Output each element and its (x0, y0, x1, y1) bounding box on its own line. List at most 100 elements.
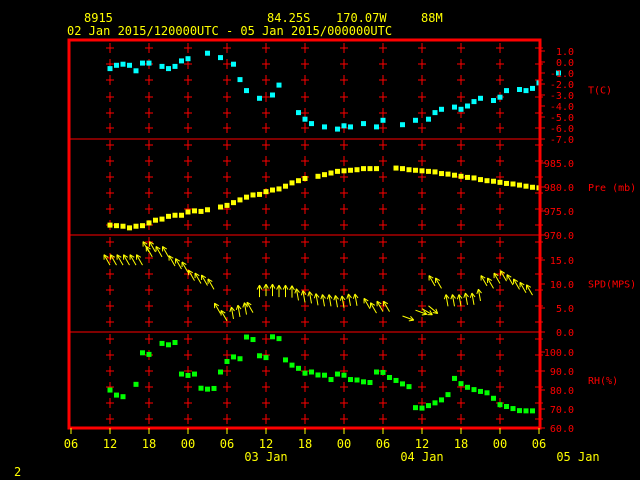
wind-arrow-shaft (513, 278, 520, 290)
wind-arrow (476, 288, 482, 302)
pressure-point (159, 216, 165, 222)
wind-arrow (326, 294, 333, 307)
wind-arrow-head (300, 290, 304, 296)
wind-arrow-shaft (230, 307, 234, 319)
humidity-point (198, 385, 204, 391)
humidity-point (185, 372, 191, 378)
wind-arrow-shaft (477, 289, 481, 302)
wind-arrow (506, 274, 514, 286)
wind-arrow (428, 275, 436, 287)
pressure-point (114, 223, 119, 229)
wind-arrow (346, 293, 352, 306)
humidity-y-tick-label: 90.0 (550, 367, 574, 378)
pressure-point (445, 171, 451, 177)
temperature-y-tick-label: -2.0 (550, 80, 574, 91)
wind-arrow-head (214, 302, 220, 307)
wind-arrow-head (149, 241, 155, 245)
wind-arrow-shaft (341, 295, 345, 308)
humidity-point (432, 400, 438, 406)
wind-arrow-shaft (493, 272, 501, 284)
wind-arrow-shaft (328, 294, 332, 307)
pressure-y-tick-label: 975.0 (544, 207, 574, 218)
wind-arrow-head (320, 294, 323, 300)
wind-arrow-head (207, 278, 213, 282)
humidity-point (296, 365, 301, 371)
humidity-y-tick-label: 80.0 (550, 386, 574, 397)
wind-arrow (300, 290, 307, 303)
pressure-point (419, 168, 425, 174)
x-tick-label: 12 (415, 437, 429, 451)
x-day-label: 03 Jan (244, 450, 287, 464)
humidity-point (530, 408, 535, 414)
humidity-point (179, 371, 184, 377)
wind-arrow-head (432, 312, 438, 315)
wind-arrow-head (242, 302, 245, 308)
wind-arrow-shaft (145, 246, 153, 258)
humidity-point (335, 371, 340, 377)
wind-arrow-head (181, 261, 187, 265)
wind-arrow-shaft (116, 254, 124, 266)
wind-arrow (168, 255, 176, 267)
humidity-point (458, 381, 464, 387)
wind-arrow-head (346, 293, 349, 299)
humidity-point (354, 377, 360, 383)
wind-arrow (256, 284, 263, 298)
temperature-point (172, 63, 178, 69)
temperature-point (296, 110, 301, 116)
wind-arrow-shaft (487, 277, 494, 289)
wind-arrow-head (237, 304, 242, 310)
pressure-point (426, 168, 431, 174)
humidity-point (289, 362, 295, 368)
wind-arrow (201, 274, 208, 286)
x-tick-label: 06 (64, 437, 78, 451)
station-id: 8915 (84, 11, 113, 25)
pressure-axis-label: Pre (mb) (588, 183, 636, 194)
pressure-point (107, 222, 113, 228)
wind-arrow (116, 254, 124, 266)
data-marks (103, 50, 561, 414)
wind-arrow-shaft (435, 277, 442, 289)
pressure-point (146, 220, 152, 226)
humidity-point (491, 395, 496, 401)
wind-arrow-head (168, 255, 174, 259)
humidity-point (172, 340, 178, 346)
temperature-point (146, 60, 152, 66)
pressure-point (166, 213, 171, 219)
wind-arrow-shaft (201, 274, 208, 286)
wind-arrow-head (162, 246, 168, 250)
humidity-axis-label: RH(%) (588, 376, 618, 387)
wind-arrow-head (136, 254, 142, 258)
wind-arrow-head (519, 281, 525, 286)
pressure-point (523, 183, 529, 189)
pressure-point (465, 174, 470, 180)
temperature-point (179, 58, 184, 64)
temperature-point (120, 61, 126, 67)
wind-arrow-shaft (383, 300, 390, 312)
pressure-point (354, 167, 360, 173)
x-day-label: 05 Jan (556, 450, 599, 464)
pressure-y-tick-label: 980.0 (544, 183, 574, 194)
humidity-point (374, 369, 379, 375)
pressure-point (296, 178, 301, 184)
temperature-point (322, 124, 327, 130)
pressure-point (276, 186, 282, 192)
x-tick-label: 12 (103, 437, 117, 451)
wind-arrow-shaft (451, 294, 455, 307)
temperature-y-tick-label: -7.0 (550, 135, 574, 146)
wind-arrow-head (296, 288, 300, 293)
x-tick-label: 18 (142, 437, 156, 451)
wind-arrow (136, 254, 143, 266)
humidity-point (367, 380, 373, 386)
wind-arrow-head (259, 284, 263, 290)
wind-arrow-head (513, 278, 519, 282)
temperature-point (159, 63, 165, 69)
humidity-point (146, 351, 152, 357)
humidity-point (504, 404, 509, 410)
wind-arrow-head (291, 285, 295, 291)
wind-arrow-head (333, 295, 336, 301)
temperature-point (348, 124, 353, 130)
wind-arrow (313, 293, 320, 306)
temperature-point (400, 122, 405, 128)
wind-arrow-shaft (464, 292, 468, 305)
